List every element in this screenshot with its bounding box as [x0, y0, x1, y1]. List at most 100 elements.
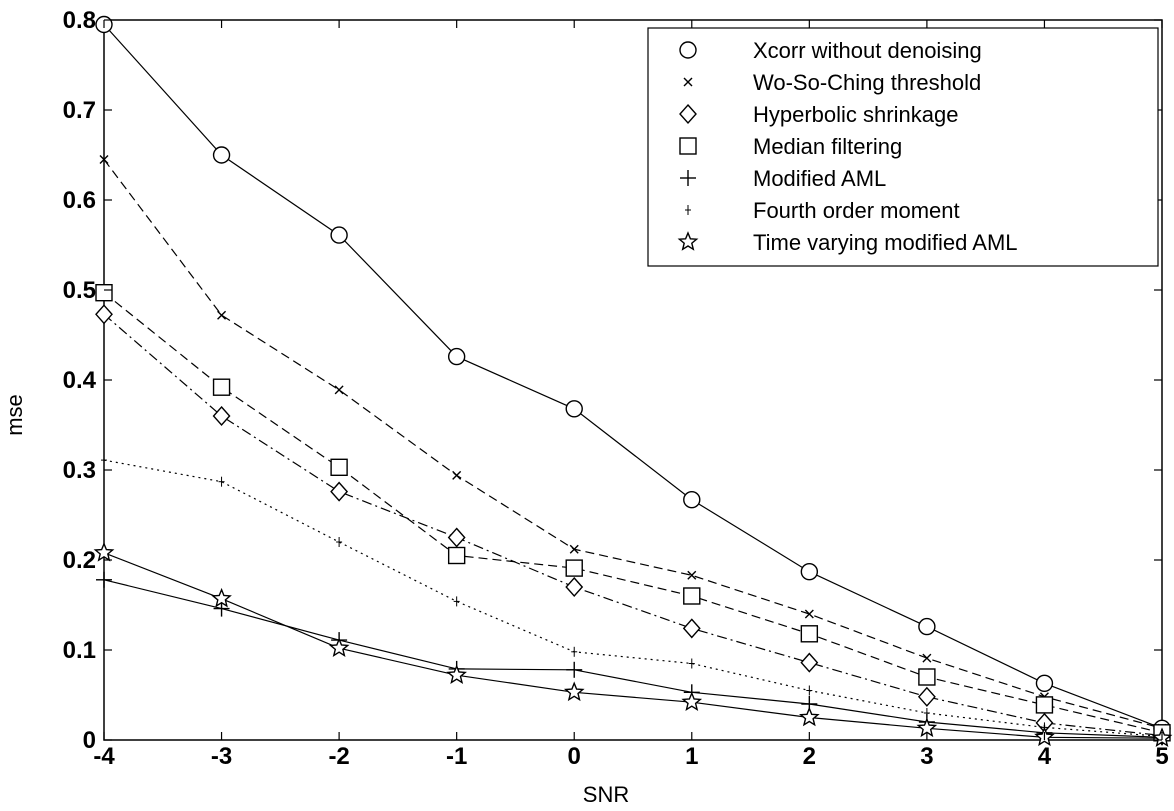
ticks-layer: -4 -3 -2 -1 0 1 2 3 4 5 0 0.1 0.2 0.3 0.4 0.5 0.6 0.7 0.8 [63, 7, 1169, 770]
series-line [103, 24, 1163, 729]
legend-item: Xcorr without denoising [679, 38, 982, 63]
series-layer [93, 15, 1173, 748]
x-tick-label: -1 [446, 743, 467, 770]
series-2 [95, 304, 1171, 746]
data-point [211, 587, 232, 608]
y-tick-label: 0.4 [63, 367, 97, 394]
data-point [804, 609, 814, 619]
legend-item: Median filtering [679, 134, 902, 159]
data-point [212, 378, 231, 396]
data-point [565, 559, 583, 577]
data-point [99, 155, 109, 164]
legend-marker [680, 170, 696, 186]
data-point [566, 661, 583, 678]
x-tick-label: 1 [685, 743, 698, 770]
legend-label: Hyperbolic shrinkage [753, 102, 958, 127]
data-point [806, 685, 813, 696]
x-tick-label: 4 [1038, 743, 1052, 770]
legend: Xcorr without denoising Wo-So-Ching thres… [647, 27, 1159, 267]
data-point [688, 658, 695, 669]
y-tick-label: 0.2 [63, 547, 96, 574]
data-point [800, 652, 819, 673]
legend-label: Fourth order moment [753, 198, 960, 223]
data-point [800, 625, 819, 643]
x-tick-label: 5 [1155, 743, 1168, 770]
data-point [563, 681, 585, 702]
legend-marker [683, 77, 693, 87]
series-line [103, 313, 1163, 737]
data-point [217, 310, 227, 320]
data-point [569, 544, 579, 554]
legend-marker [679, 137, 697, 155]
legend-item: Time varying modified AML [677, 230, 1018, 255]
y-tick-label: 0.5 [63, 277, 96, 304]
data-point [800, 563, 819, 581]
data-point [447, 527, 466, 548]
data-point [917, 686, 936, 707]
x-tick-label: 3 [920, 743, 933, 770]
series-line [103, 459, 1163, 737]
series-line [103, 552, 1163, 739]
legend-marker [679, 41, 697, 59]
data-point [96, 571, 112, 588]
legend-item: Hyperbolic shrinkage [679, 102, 958, 127]
series-3 [95, 284, 1171, 742]
data-point [330, 458, 348, 476]
legend-label: Median filtering [753, 134, 902, 159]
y-axis-label: mse [2, 394, 27, 436]
data-point [212, 146, 231, 164]
y-tick-label: 0.1 [63, 637, 96, 664]
legend-label: Modified AML [753, 166, 886, 191]
data-point [923, 708, 930, 718]
x-tick-label: 2 [803, 743, 816, 770]
data-point [328, 637, 350, 658]
legend-item: Modified AML [680, 166, 886, 191]
data-point [212, 405, 231, 427]
legend-label: Time varying modified AML [753, 230, 1018, 255]
legend-box [647, 27, 1159, 267]
series-6 [93, 541, 1173, 748]
data-point [918, 668, 936, 686]
data-point [334, 385, 344, 395]
data-point [799, 706, 820, 727]
series-line [103, 579, 1163, 738]
y-tick-label: 0.7 [63, 97, 96, 124]
x-tick-label: -4 [93, 743, 115, 770]
data-point [918, 617, 936, 636]
data-point [447, 347, 466, 366]
legend-marker [679, 103, 697, 125]
data-point [93, 541, 115, 562]
data-point [682, 618, 701, 639]
y-tick-label: 0.6 [63, 187, 96, 214]
series-line [103, 292, 1163, 734]
data-point [336, 537, 343, 547]
data-point [683, 587, 701, 605]
y-tick-label: 0.8 [63, 7, 96, 34]
data-point [447, 546, 466, 565]
data-point [452, 470, 462, 480]
y-tick-label: 0.3 [63, 457, 96, 484]
data-point [330, 481, 349, 502]
data-point [687, 570, 697, 580]
data-point [681, 691, 703, 712]
data-point [565, 400, 583, 418]
data-point [218, 476, 225, 487]
data-point [683, 491, 701, 509]
legend-item: Wo-So-Ching threshold [683, 70, 981, 95]
data-point [571, 646, 578, 657]
series-line [103, 159, 1163, 729]
data-point [446, 664, 467, 685]
data-point [1035, 696, 1054, 714]
x-tick-label: -2 [328, 743, 349, 770]
legend-item: Fourth order moment [685, 198, 960, 223]
data-point [453, 596, 460, 607]
x-tick-label: 0 [568, 743, 581, 770]
x-tick-label: -3 [211, 743, 232, 770]
data-point [1035, 674, 1054, 692]
series-5 [101, 455, 1165, 742]
y-tick-label: 0 [83, 727, 96, 754]
data-point [565, 576, 584, 598]
series-4 [96, 571, 1170, 746]
data-point [95, 304, 113, 325]
